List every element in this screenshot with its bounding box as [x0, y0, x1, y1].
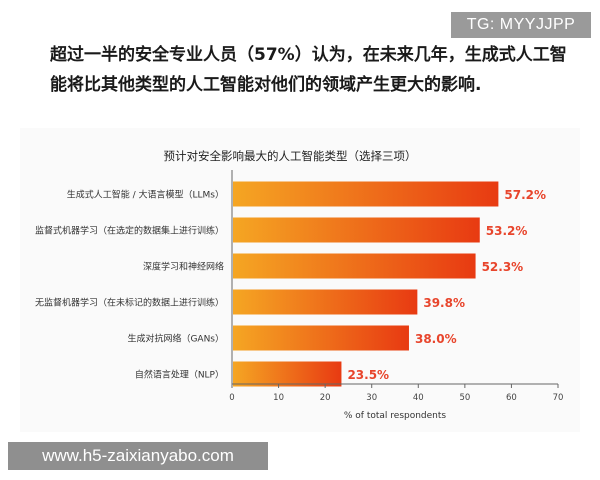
category-label: 监督式机器学习（在选定的数据集上进行训练）	[35, 225, 224, 237]
watermark-top: TG: MYYJJPP	[451, 12, 591, 38]
x-tick-label: 60	[506, 393, 517, 403]
headline-line-2: 能将比其他类型的人工智能对他们的领域产生更大的影响.	[50, 75, 482, 95]
x-axis-label: % of total respondents	[344, 411, 447, 421]
watermark-bottom: www.h5-zaixianyabo.com	[8, 442, 268, 470]
value-label: 53.2%	[486, 224, 528, 238]
category-label: 无监督机器学习（在未标记的数据上进行训练）	[35, 297, 224, 309]
value-label: 52.3%	[482, 260, 524, 274]
x-tick-label: 0	[229, 393, 234, 403]
bar	[233, 289, 418, 315]
headline-line-1: 超过一半的安全专业人员（57%）认为，在未来几年，生成式人工智	[50, 45, 567, 65]
x-tick-label: 70	[553, 393, 564, 403]
value-label: 39.8%	[423, 296, 465, 310]
category-label: 深度学习和神经网络	[143, 261, 224, 273]
x-tick-label: 30	[366, 393, 377, 403]
bar	[233, 325, 409, 351]
headline: 超过一半的安全专业人员（57%）认为，在未来几年，生成式人工智 能将比其他类型的…	[50, 40, 570, 100]
bar	[233, 181, 499, 207]
chart-title: 预计对安全影响最大的人工智能类型（选择三项）	[164, 149, 417, 163]
category-label: 自然语言处理（NLP）	[135, 369, 224, 381]
value-label: 38.0%	[415, 332, 457, 346]
x-tick-label: 20	[320, 393, 331, 403]
category-label: 生成式人工智能 / 大语言模型（LLMs）	[67, 189, 224, 201]
category-label: 生成对抗网络（GANs）	[127, 333, 224, 345]
value-label: 57.2%	[504, 188, 546, 202]
chart-container: 预计对安全影响最大的人工智能类型（选择三项） 生成式人工智能 / 大语言模型（LL…	[20, 128, 580, 432]
bar	[233, 361, 342, 387]
bar	[233, 217, 480, 243]
x-tick-label: 40	[413, 393, 424, 403]
bar	[233, 253, 476, 279]
x-tick-label: 10	[273, 393, 284, 403]
x-tick-label: 50	[459, 393, 470, 403]
bar-chart: 预计对安全影响最大的人工智能类型（选择三项） 生成式人工智能 / 大语言模型（LL…	[35, 149, 564, 421]
value-label: 23.5%	[347, 368, 389, 382]
